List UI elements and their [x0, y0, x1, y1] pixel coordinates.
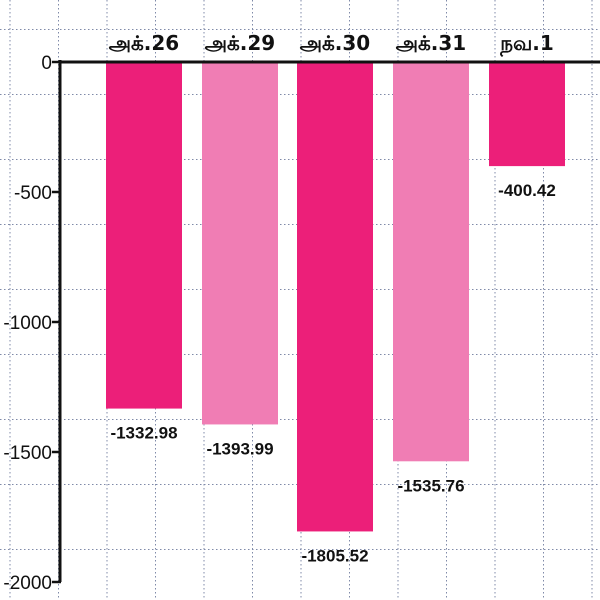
- y-tick-label: -500: [14, 183, 52, 204]
- y-tick-label: -1500: [3, 443, 52, 464]
- bar-அக்.31: [393, 62, 469, 462]
- data-label: -1805.52: [301, 546, 368, 565]
- y-axis-ticks: 0 -500 -1000 -1500 -2000: [3, 53, 61, 594]
- data-label: -1393.99: [206, 439, 273, 458]
- bar-அக்.29: [202, 62, 278, 425]
- y-tick-label: -1000: [3, 313, 52, 334]
- x-tick-label: அக்.29: [205, 31, 275, 55]
- bars: [106, 62, 565, 532]
- x-tick-label: அக்.30: [300, 31, 370, 55]
- y-tick-label: 0: [41, 53, 52, 74]
- y-tick-label: -2000: [3, 573, 52, 594]
- data-labels: -1332.98 -1393.99 -1805.52 -1535.76 -400.42: [110, 181, 555, 565]
- x-tick-label: நவ.1: [499, 31, 554, 57]
- bar-அக்.30: [297, 62, 373, 532]
- bar-அக்.26: [106, 62, 182, 409]
- x-tick-label: அக்.26: [109, 31, 179, 55]
- bar-நவ.1: [489, 62, 565, 167]
- x-tick-label: அக்.31: [396, 31, 466, 55]
- data-label: -1535.76: [397, 476, 464, 495]
- data-label: -1332.98: [110, 424, 177, 443]
- x-axis-ticks: அக்.26 அக்.29 அக்.30 அக்.31 நவ.1: [109, 31, 554, 57]
- data-label: -400.42: [498, 181, 556, 200]
